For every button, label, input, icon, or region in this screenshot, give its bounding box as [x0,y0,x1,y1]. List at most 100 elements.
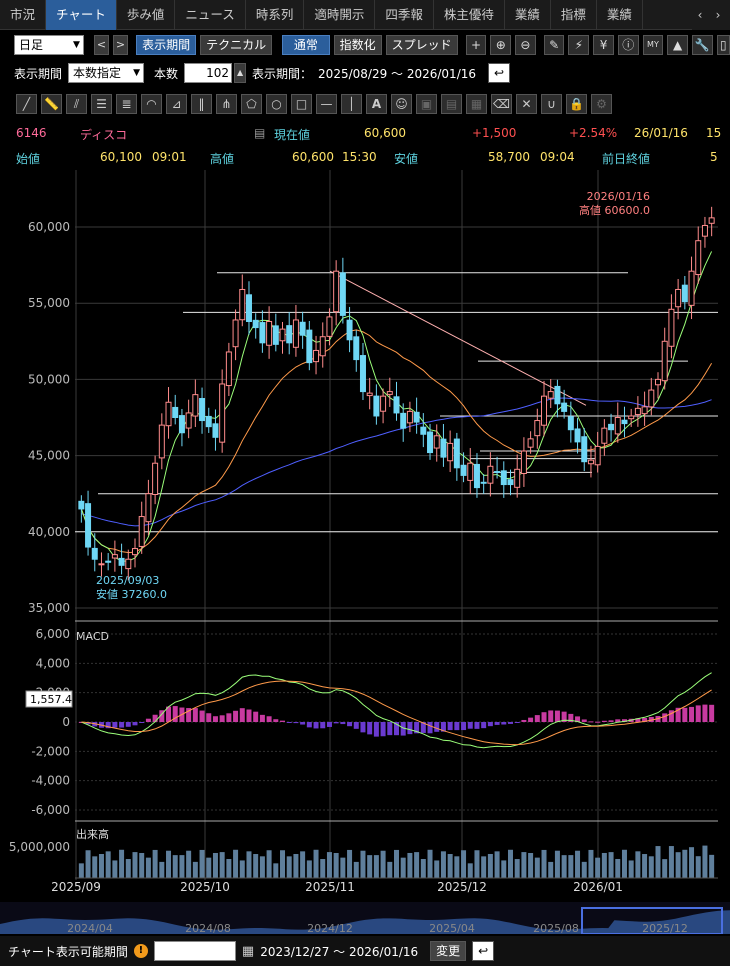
macd-bar [353,722,359,729]
tab-scroll-left-icon[interactable]: ‹ [697,8,703,22]
vertical-line-icon[interactable]: │ [341,94,362,114]
group-icon[interactable]: ▣ [416,94,437,114]
fan-icon[interactable]: ◠ [141,94,162,114]
tab-9[interactable]: 指標 [551,0,597,30]
volume-bar [333,852,339,878]
pitchfork-icon[interactable]: ⋔ [216,94,237,114]
tab-scroll-right-icon[interactable]: › [715,8,721,22]
ruler-icon[interactable]: 📏 [41,94,62,114]
calendar-icon[interactable]: ▦ [241,943,255,959]
tab-4[interactable]: 時系列 [246,0,305,30]
candle-body [299,321,306,336]
candle-body [527,438,534,448]
technical-button[interactable]: テクニカル [200,35,273,55]
text-icon[interactable]: A [366,94,387,114]
count-input[interactable]: 102 [184,63,233,83]
volume-bar [461,850,467,878]
my-chart-icon[interactable]: MY [642,35,664,55]
trendline-icon[interactable]: ╱ [16,94,37,114]
macd-bar [172,706,178,722]
prev-button[interactable]: < [93,35,109,55]
candle-body [447,442,454,462]
gann-fan-icon[interactable]: ⊿ [166,94,187,114]
overview-tick: 2025/04 [429,922,475,934]
volume-bar [481,856,487,878]
volume-bar [628,860,634,878]
tab-6[interactable]: 四季報 [375,0,434,30]
stepper-icon[interactable]: ▲ [234,63,247,83]
tab-scroll-nav: ‹ › [692,0,730,30]
erase-all-icon[interactable]: ✕ [516,94,537,114]
candle-body [252,319,259,329]
reset-icon[interactable]: ↩ [488,63,511,83]
available-period-label: チャート表示可能期間 [8,944,128,959]
index-mode-button[interactable]: 指数化 [333,35,382,55]
normal-mode-button[interactable]: 通常 [282,35,330,55]
board-icon[interactable]: ▤ [254,126,266,140]
fibonacci-icon[interactable]: ≣ [116,94,137,114]
macd-bar [333,722,339,724]
parallel-lines-icon[interactable]: ⫽ [66,94,87,114]
tab-1[interactable]: チャート [46,0,117,30]
macd-bar [635,718,641,722]
lock-icon[interactable]: 🔒 [566,94,587,114]
change-button[interactable]: 変更 [430,941,467,961]
wrench-icon[interactable]: 🔧 [692,35,713,55]
next-button[interactable]: > [112,35,129,55]
info-icon[interactable]: ⓘ [617,35,639,55]
macd-bar [521,719,527,722]
display-period-button[interactable]: 表示期間 [136,35,197,55]
vertical-lines-icon[interactable]: ‖ [191,94,212,114]
horizontal-line-icon[interactable]: — [316,94,337,114]
pentagon-icon[interactable]: ⬠ [241,94,262,114]
copy-icon[interactable]: ▤ [441,94,462,114]
tab-3[interactable]: ニュース [175,0,246,30]
macd-bar [340,722,346,725]
volume-bar [447,854,453,878]
prev-close: 5 [710,150,718,164]
tab-7[interactable]: 株主優待 [434,0,505,30]
rectangle-icon[interactable]: □ [291,94,312,114]
pencil-icon[interactable]: ✎ [543,35,565,55]
yen-icon[interactable]: ¥ [593,35,614,55]
area-chart-icon[interactable]: ▲ [667,35,688,55]
macd-bar [541,712,547,722]
volume-bar [702,845,708,878]
overview-navigator[interactable]: 2024/04 2024/08 2024/12 2025/04 2025/08 2025/… [0,902,730,934]
circle-icon[interactable]: ○ [266,94,287,114]
tab-5[interactable]: 適時開示 [304,0,376,30]
select-icon[interactable]: ▦ [466,94,487,114]
count-stepper[interactable]: ▲ [234,63,247,83]
document-icon[interactable]: ▯ [716,35,730,55]
stamp-icon[interactable]: ☺ [391,94,412,114]
crosshair-icon[interactable]: + [465,35,487,55]
spread-mode-button[interactable]: スプレッド [385,35,458,55]
stock-chart[interactable]: 60,000 55,000 50,000 45,000 40,000 35,000 2026… [0,170,730,900]
signal-icon[interactable]: ⚡ [568,35,590,55]
settings-icon[interactable]: ⚙ [591,94,612,114]
period-mode-select[interactable]: 本数指定 ▼ [68,63,145,83]
magnet-icon[interactable]: ∪ [541,94,562,114]
eraser-icon[interactable]: ⌫ [491,94,512,114]
period-select[interactable]: 日足 ▼ [14,35,84,55]
zoom-in-icon[interactable]: ⊕ [490,35,512,55]
tab-2[interactable]: 歩み値 [117,0,176,30]
volume-label: 出来高 [76,827,109,841]
start-date-input[interactable] [153,941,236,961]
reset-icon[interactable]: ↩ [472,941,495,961]
tab-10[interactable]: 業績 [597,0,643,30]
volume-bar [373,855,379,878]
candle-body [655,378,662,386]
available-range: 2023/12/27 ～ 2026/01/16 [260,944,419,959]
tab-8[interactable]: 業績 [505,0,551,30]
candle-body [427,431,434,454]
macd-line [81,672,712,749]
zoom-out-icon[interactable]: ⊖ [515,35,536,55]
macd-bar [481,722,487,729]
tab-0[interactable]: 市況 [0,0,47,30]
candle-body [131,548,138,556]
candle-body [326,316,333,337]
candle-body [601,427,608,444]
horizontal-lines-icon[interactable]: ☰ [91,94,112,114]
macd-bar [259,714,265,722]
